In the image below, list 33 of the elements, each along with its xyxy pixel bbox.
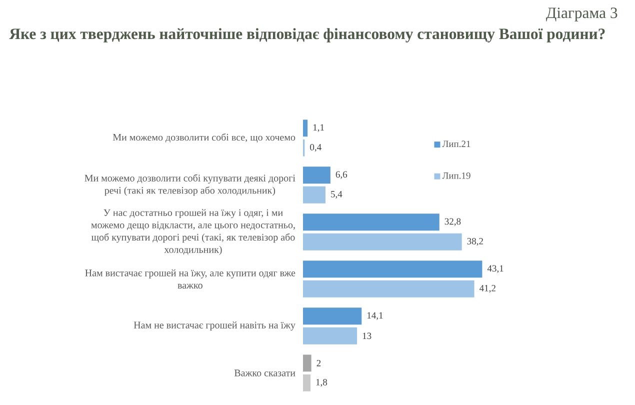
bar	[303, 233, 462, 250]
bar	[303, 260, 482, 278]
y-tick-label: Нам не вистачає грошей навіть на їжу	[134, 321, 296, 331]
data-label: 32,8	[444, 218, 461, 226]
legend-label: Лип.21	[442, 140, 470, 148]
data-label: 6,6	[336, 171, 348, 180]
legend-label: Лип.19	[442, 172, 470, 179]
y-tick-label: Важко сказати	[234, 370, 296, 376]
bar	[303, 214, 440, 231]
y-tick-label: Ми можемо дозволити собі все, що хочемо	[112, 133, 296, 143]
data-label: 5,4	[331, 191, 342, 199]
bar	[303, 186, 326, 204]
bar	[303, 374, 310, 392]
data-label: 43,1	[487, 265, 504, 274]
data-label: 14,1	[367, 312, 383, 320]
bar	[303, 280, 474, 298]
y-tick-label: Нам вистачає грошей на їжу, але купити одяг вже важко	[85, 269, 296, 289]
data-label: 2	[316, 360, 321, 366]
data-label: 1,1	[313, 124, 324, 132]
data-label: 38,2	[467, 238, 483, 246]
bar	[303, 120, 308, 137]
bar	[303, 354, 312, 372]
y-tick-label: У нас достатньо грошей на їжу і одяг, і ми можемо дещо відкласти, але цього недостатньо, щоб купувати дорогі речі (такі, як телевізор або холодильник)	[91, 209, 295, 255]
data-label: 0,4	[310, 144, 322, 152]
bar	[303, 166, 330, 184]
bar	[303, 327, 358, 344]
data-label: 13	[362, 332, 372, 340]
data-label: 41,2	[480, 285, 496, 293]
y-tick-label: Ми можемо дозволити собі купувати деякі дорогі речі (такі як телевізор або холодильник)	[84, 174, 296, 196]
bar	[303, 308, 362, 325]
text: Діаграма 3	[546, 8, 618, 22]
chart-title: Яке з цих тверджень найточніше відповідає фінансовому становищу Вашої родини?	[9, 28, 605, 42]
data-label: 1,8	[316, 378, 328, 387]
